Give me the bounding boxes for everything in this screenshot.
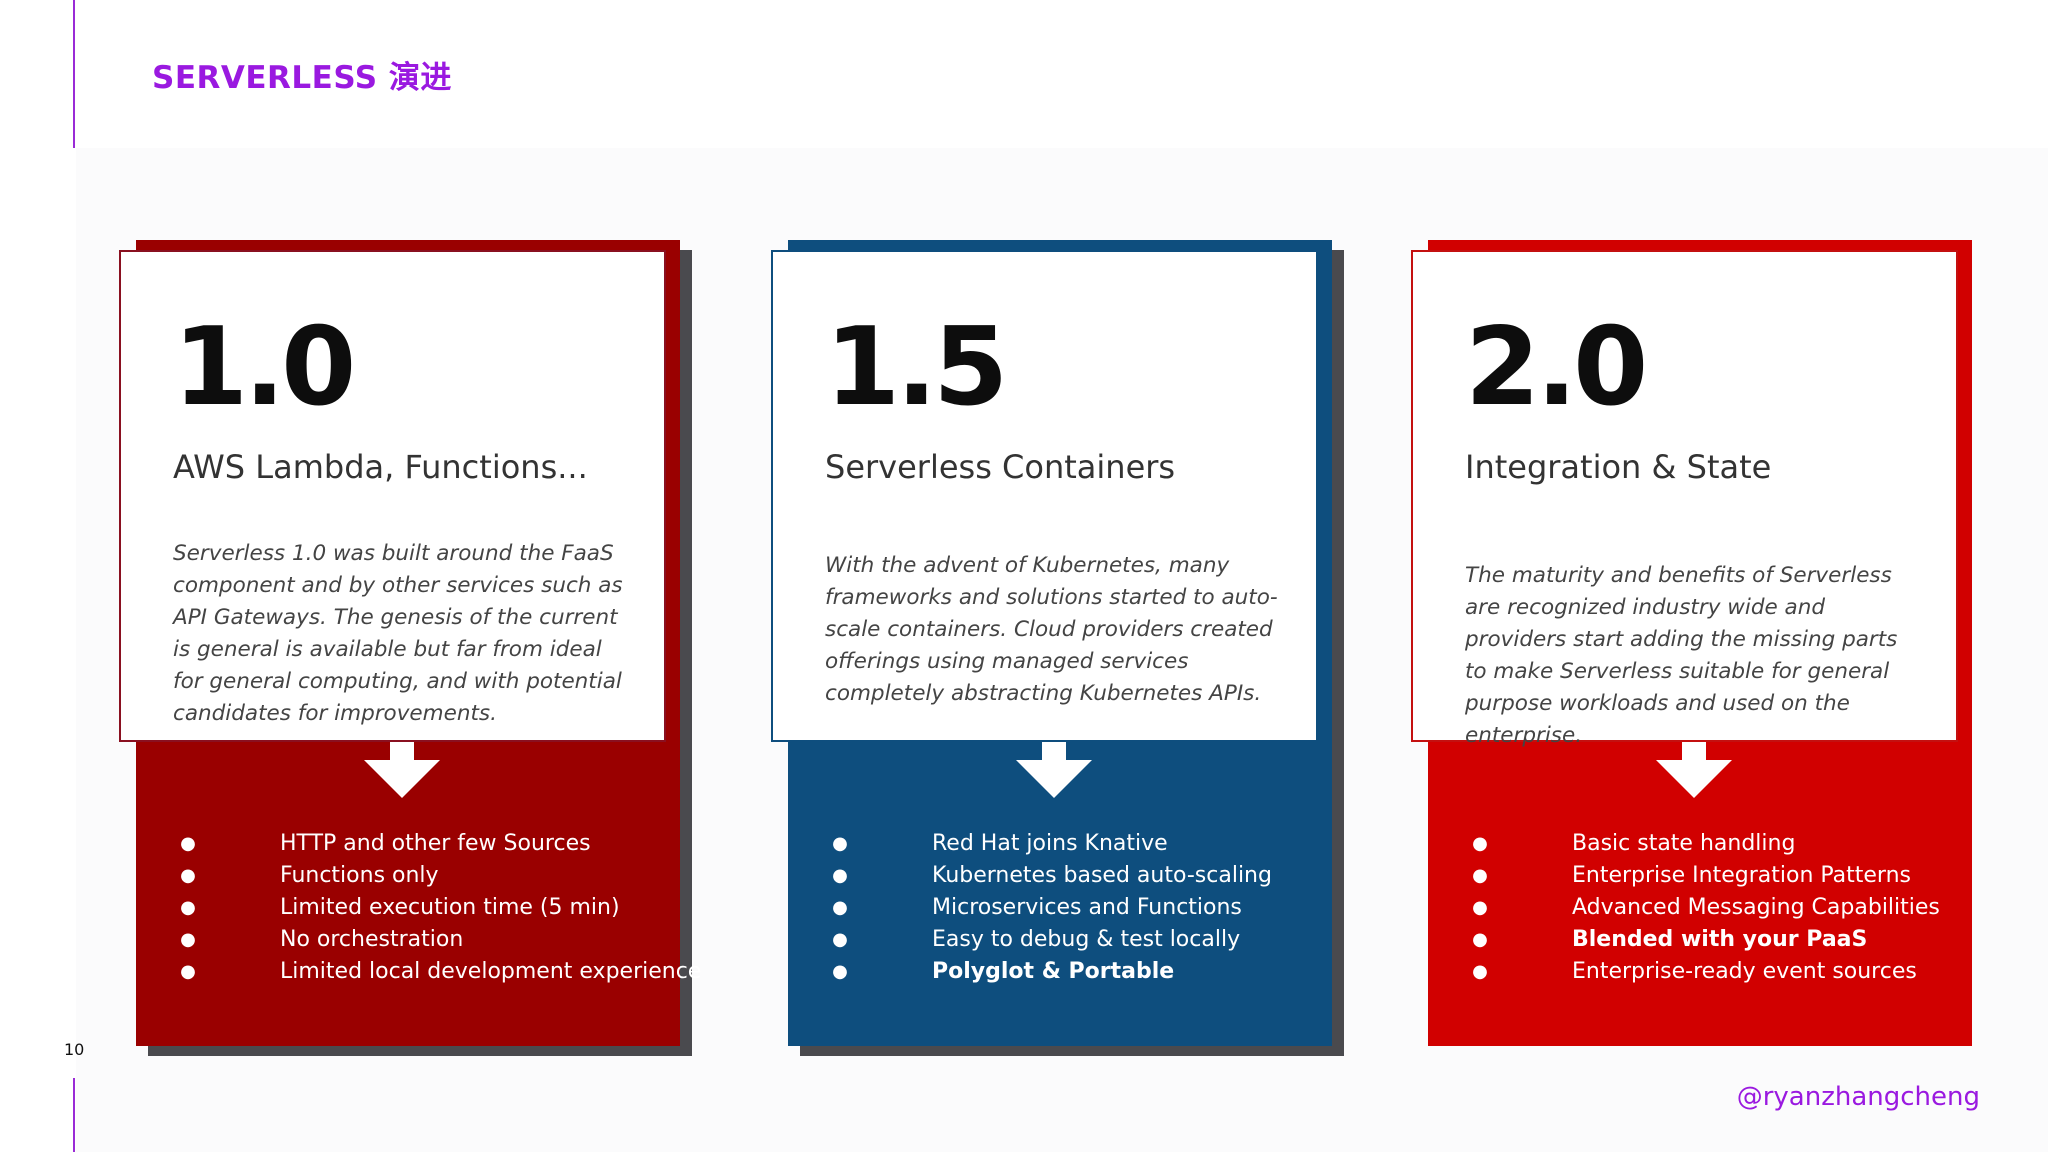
page-number: 10 (64, 1040, 85, 1059)
card-description: With the advent of Kubernetes, many fram… (825, 553, 1278, 706)
feature-item: ● Easy to debug & test locally (828, 924, 1328, 956)
card-white-panel: 1.0 AWS Lambda, Functions... Serverless … (119, 250, 666, 742)
accent-line-top (73, 0, 75, 148)
feature-item: ● Enterprise-ready event sources (1468, 956, 1968, 988)
feature-item: ● HTTP and other few Sources (176, 828, 676, 860)
bullet-icon: ● (832, 833, 848, 854)
bullet-icon: ● (180, 929, 196, 950)
card-version: 2.0 (1465, 305, 1648, 430)
feature-list: ● Basic state handling ● Enterprise Integr… (1468, 828, 1968, 988)
feature-item: ● Polyglot & Portable (828, 956, 1328, 988)
card-white-panel: 2.0 Integration & State The maturity and… (1411, 250, 1958, 748)
down-arrow-icon (1656, 742, 1732, 798)
bullet-icon: ● (180, 897, 196, 918)
bullet-icon: ● (1472, 897, 1488, 918)
card-subtitle: Integration & State (1465, 448, 1772, 486)
feature-item: ● Microservices and Functions (828, 892, 1328, 924)
card-description: Serverless 1.0 was built around the FaaS… (173, 541, 623, 726)
feature-list: ● Red Hat joins Knative ● Kubernetes based… (828, 828, 1328, 988)
bullet-icon: ● (832, 865, 848, 886)
card-subtitle: AWS Lambda, Functions... (173, 448, 588, 486)
feature-item: ● Advanced Messaging Capabilities (1468, 892, 1968, 924)
bullet-icon: ● (832, 961, 848, 982)
card-version: 1.0 (173, 305, 356, 430)
bullet-icon: ● (832, 929, 848, 950)
card-serverless-2-0: 2.0 Integration & State The maturity and… (1411, 240, 1990, 1056)
bullet-icon: ● (1472, 833, 1488, 854)
slide-title: SERVERLESS 演进 (152, 60, 452, 96)
feature-item: ● Blended with your PaaS (1468, 924, 1968, 956)
down-arrow-icon (1016, 742, 1092, 798)
card-subtitle: Serverless Containers (825, 448, 1176, 486)
feature-item: ● Enterprise Integration Patterns (1468, 860, 1968, 892)
bullet-icon: ● (1472, 929, 1488, 950)
feature-item: ● Limited execution time (5 min) (176, 892, 676, 924)
feature-item: ● No orchestration (176, 924, 676, 956)
feature-item: ● Functions only (176, 860, 676, 892)
feature-item: ● Kubernetes based auto-scaling (828, 860, 1328, 892)
bullet-icon: ● (180, 961, 196, 982)
feature-item: ● Limited local development experience (176, 956, 701, 988)
accent-line-bottom (73, 1078, 75, 1152)
author-handle: @ryanzhangcheng (1736, 1082, 1980, 1112)
card-white-panel: 1.5 Serverless Containers With the adven… (771, 250, 1318, 742)
bullet-icon: ● (1472, 961, 1488, 982)
feature-item: ● Basic state handling (1468, 828, 1968, 860)
bullet-icon: ● (180, 833, 196, 854)
feature-list: ● HTTP and other few Sources ● Functions o… (176, 828, 701, 988)
card-serverless-1-5: 1.5 Serverless Containers With the adven… (771, 240, 1350, 1056)
card-version: 1.5 (825, 305, 1008, 430)
card-serverless-1-0: 1.0 AWS Lambda, Functions... Serverless … (119, 240, 701, 1056)
card-description: The maturity and benefits of Serverless … (1465, 563, 1898, 748)
feature-item: ● Red Hat joins Knative (828, 828, 1328, 860)
down-arrow-icon (364, 742, 440, 798)
bullet-icon: ● (1472, 865, 1488, 886)
bullet-icon: ● (832, 897, 848, 918)
bullet-icon: ● (180, 865, 196, 886)
